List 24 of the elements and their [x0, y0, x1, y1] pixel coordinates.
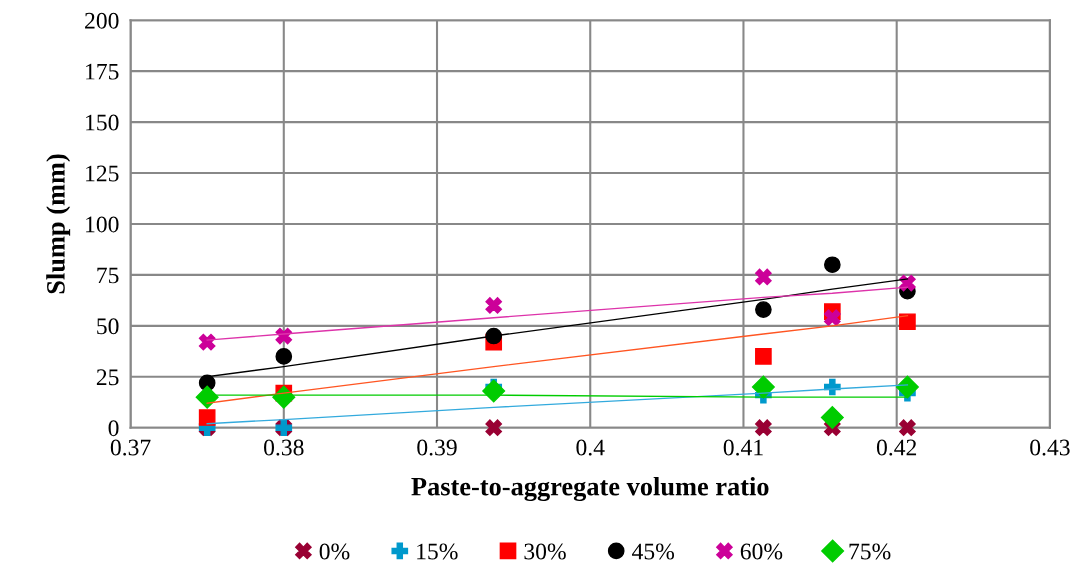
x-axis-title: Paste-to-aggregate volume ratio	[411, 476, 769, 502]
legend-label: 75%	[849, 543, 891, 560]
legend-label: 45%	[632, 543, 675, 560]
y-tick-label: 0	[108, 420, 119, 437]
y-tick-label: 100	[86, 216, 119, 233]
x-tick-label: 0.4	[576, 439, 605, 456]
legend-label: 60%	[740, 543, 783, 560]
x-tick-label: 0.41	[723, 439, 763, 456]
legend-label: 30%	[524, 543, 566, 560]
x-tick-label: 0.38	[264, 439, 304, 456]
legend-label: 0%	[319, 543, 350, 560]
y-tick-label: 25	[96, 369, 119, 386]
x-tick-label: 0.39	[417, 439, 457, 456]
legend-label: 15%	[417, 543, 458, 560]
y-tick-label: 50	[97, 318, 119, 335]
y-tick-label: 75	[97, 267, 119, 284]
x-tick-label: 0.42	[876, 439, 917, 456]
y-axis-title: Slump (mm)	[46, 154, 71, 294]
x-tick-label: 0.43	[1030, 439, 1070, 456]
y-tick-label: 175	[86, 63, 119, 80]
y-tick-label: 200	[85, 12, 119, 29]
y-tick-label: 125	[86, 165, 119, 182]
x-tick-label: 0.37	[110, 439, 151, 456]
y-tick-label: 150	[86, 114, 119, 131]
